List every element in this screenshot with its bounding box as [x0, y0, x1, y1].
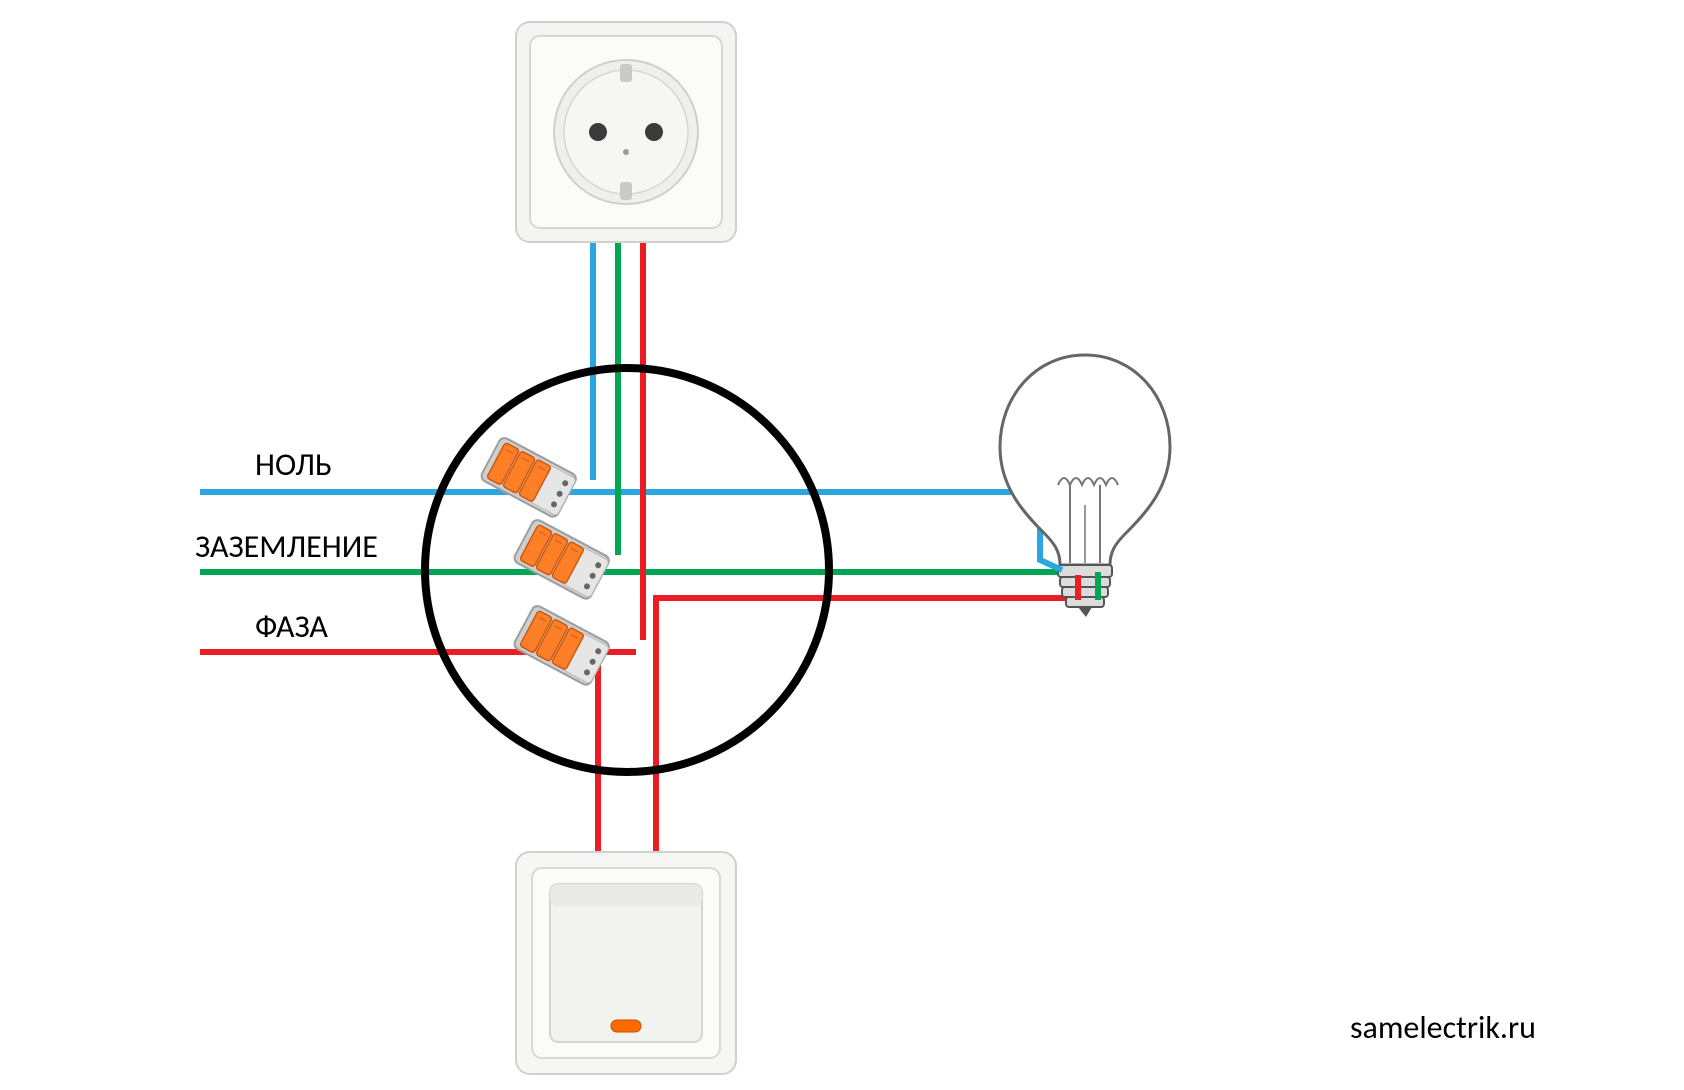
switch-icon [516, 852, 736, 1074]
wiring-diagram [0, 0, 1684, 1090]
wires [200, 240, 1098, 858]
bulb-icon [1000, 355, 1170, 617]
socket-icon [516, 22, 736, 242]
